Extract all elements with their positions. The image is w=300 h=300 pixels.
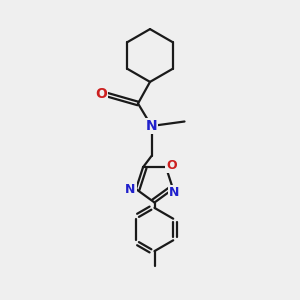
Text: N: N [125,182,136,196]
Text: O: O [166,159,177,172]
Text: O: O [95,88,107,101]
Text: N: N [146,119,157,133]
Text: N: N [169,186,180,199]
